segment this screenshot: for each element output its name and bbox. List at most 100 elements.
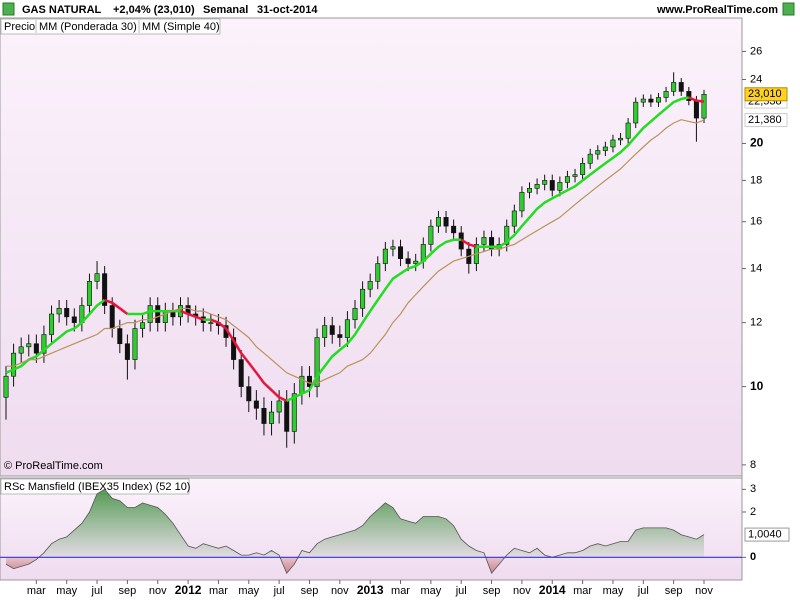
candle-body [344, 319, 350, 338]
x-tick-label: may [603, 585, 624, 597]
x-tick-label: jul [455, 585, 467, 597]
candle-body [132, 328, 138, 360]
candle-body [564, 176, 570, 183]
candle-body [526, 187, 532, 193]
candle-body [269, 411, 275, 424]
candle-body [306, 375, 312, 387]
y-tick-label: 10 [750, 379, 764, 393]
candle-body [686, 91, 692, 101]
x-tick-label: may [56, 585, 77, 597]
candle-body [208, 322, 214, 324]
x-tick-label: jul [91, 585, 103, 597]
x-tick-label: sep [665, 585, 683, 597]
x-tick-label: nov [695, 585, 713, 597]
change: +2,04% (23,010) [113, 4, 195, 16]
moving-average [180, 309, 204, 321]
moving-average [210, 318, 288, 403]
candle-body [655, 97, 661, 103]
candle-body [337, 334, 343, 338]
legend-box [0, 18, 221, 35]
legend-price: Precio [4, 21, 35, 33]
candle-body [276, 400, 282, 413]
candle-body [322, 325, 328, 338]
last-value-badge [744, 87, 788, 102]
candle-body [314, 337, 320, 387]
candle-body [124, 343, 130, 360]
legend-entry: MM (Simple 40) [142, 21, 220, 33]
candle-body [352, 308, 358, 321]
x-tick-label: jul [273, 585, 285, 597]
moving-average [476, 96, 690, 248]
candle-body [398, 246, 404, 259]
y-tick-label: 3 [750, 483, 756, 495]
candle-body [238, 359, 244, 387]
y-tick-label: 26 [750, 45, 762, 57]
candle-body [3, 375, 9, 398]
icon[interactable] [2, 2, 15, 16]
candle-body [549, 180, 555, 191]
y-tick-label: 24 [750, 73, 762, 85]
candle-body [382, 248, 388, 264]
candle-body [231, 337, 237, 360]
candle-body [26, 343, 32, 348]
moving-average [6, 119, 705, 384]
candle-body [253, 400, 259, 409]
moving-average [460, 238, 477, 248]
candle-body [511, 210, 517, 227]
candle-body [86, 281, 92, 306]
indicator-label-box [0, 478, 190, 495]
candle-body [49, 313, 55, 335]
x-tick-label: mar [27, 585, 46, 597]
axis-strip [743, 18, 800, 580]
candle-body [693, 100, 699, 119]
candle-body [375, 263, 381, 282]
candle-body [633, 101, 639, 124]
x-tick-label: mar [573, 585, 592, 597]
candle-body [595, 150, 601, 155]
candle-body [109, 305, 115, 329]
candle-body [329, 325, 335, 335]
legend-entry: MM (Ponderada 30) [39, 21, 137, 33]
candle-body [663, 91, 669, 98]
candle-body [648, 98, 654, 103]
x-tick-label: 2012 [175, 583, 202, 597]
candle-body [64, 308, 70, 318]
y-tick-label: 0 [750, 551, 756, 563]
candle-body [405, 258, 411, 264]
candle-body [291, 393, 297, 432]
x-tick-label: jul [637, 585, 649, 597]
area [6, 489, 704, 574]
candle-body [155, 305, 161, 323]
candle-body [610, 139, 616, 148]
price-panel [0, 17, 743, 477]
candle-body [390, 246, 396, 250]
x-tick-label: sep [119, 585, 137, 597]
candle-body [602, 146, 608, 151]
moving-average [688, 96, 705, 103]
x-tick-label: sep [301, 585, 319, 597]
candle-body [534, 184, 540, 189]
candle-body [451, 225, 457, 234]
candle-body [413, 260, 419, 264]
candle-body [56, 308, 62, 315]
x-tick-label: nov [331, 585, 349, 597]
y-tick-label: 8 [750, 459, 756, 471]
candle-body [701, 93, 707, 119]
candle-body [33, 343, 39, 354]
icon[interactable] [782, 2, 795, 16]
candle-body [117, 328, 123, 345]
y-tick-label: 16 [750, 216, 762, 228]
y-tick-label: 14 [750, 262, 762, 274]
y-tick-label: 20 [750, 136, 764, 150]
candle-body [618, 137, 624, 141]
candle-body [367, 281, 373, 290]
candle-body [428, 225, 434, 245]
candle-body [11, 352, 17, 377]
copyright: © ProRealTime.com [4, 460, 103, 472]
x-tick-label: sep [483, 585, 501, 597]
candle-body [580, 163, 586, 175]
moving-average [286, 238, 462, 403]
candle-body [102, 273, 108, 306]
